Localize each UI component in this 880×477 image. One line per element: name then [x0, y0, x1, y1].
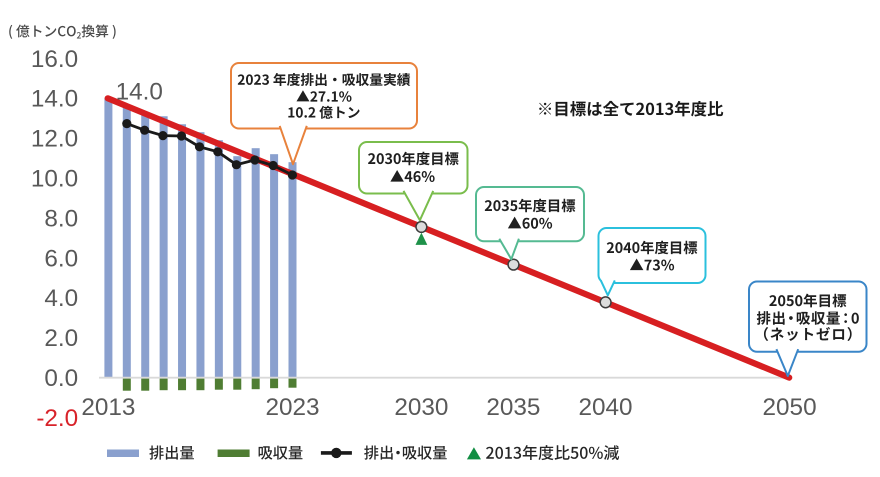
svg-text:8.0: 8.0 — [44, 205, 78, 232]
svg-text:14.0: 14.0 — [31, 86, 78, 113]
svg-text:2040: 2040 — [578, 394, 632, 421]
svg-text:2035: 2035 — [486, 394, 540, 421]
svg-text:6.0: 6.0 — [44, 245, 78, 272]
svg-text:0.0: 0.0 — [44, 365, 78, 392]
svg-text:2013: 2013 — [81, 394, 135, 421]
svg-text:10.0: 10.0 — [31, 165, 78, 192]
svg-text:2030: 2030 — [394, 394, 448, 421]
svg-text:12.0: 12.0 — [31, 126, 78, 153]
svg-text:2023: 2023 — [265, 394, 319, 421]
svg-text:4.0: 4.0 — [44, 285, 78, 312]
svg-text:14.0: 14.0 — [116, 79, 163, 106]
svg-text:16.0: 16.0 — [31, 46, 78, 73]
svg-text:2.0: 2.0 — [44, 325, 78, 352]
svg-text:2050: 2050 — [763, 394, 817, 421]
svg-text:-2.0: -2.0 — [36, 405, 78, 432]
